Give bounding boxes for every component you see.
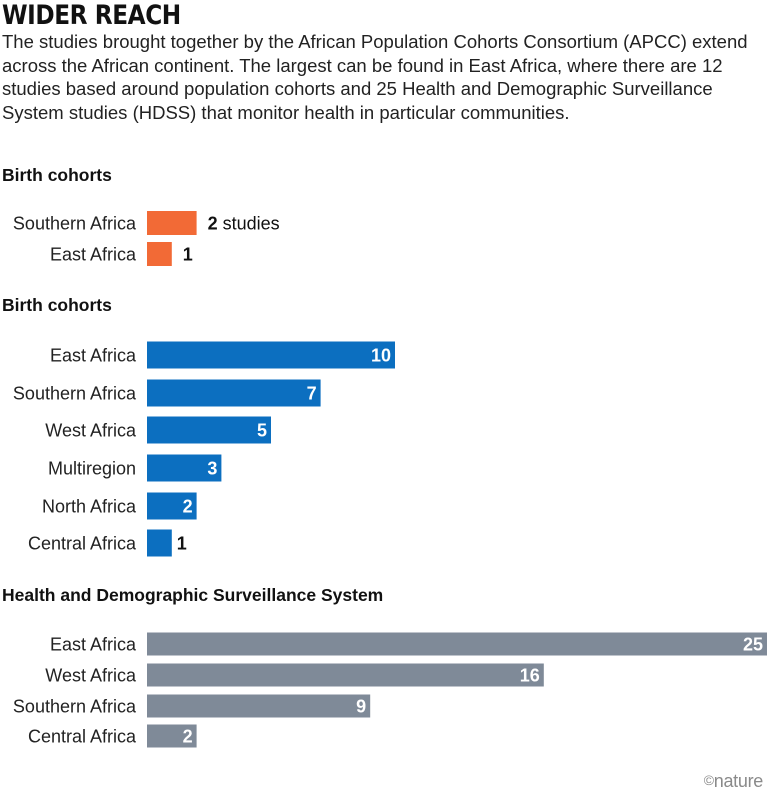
bar	[147, 242, 172, 266]
data-label: 2	[183, 497, 193, 517]
copyright-symbol: ©	[703, 772, 714, 788]
bar	[147, 492, 197, 520]
chart-subtitle: The studies brought together by the Afri…	[2, 31, 748, 123]
category-label: Central Africa	[28, 534, 137, 554]
bar	[147, 724, 197, 748]
category-label: Central Africa	[28, 727, 137, 747]
data-label: 3	[207, 459, 217, 479]
category-label: Southern Africa	[13, 214, 137, 234]
category-label: Multiregion	[48, 459, 136, 479]
data-label: 2	[183, 727, 193, 747]
bar	[147, 663, 544, 687]
bar	[147, 379, 321, 407]
data-label: 10	[371, 346, 391, 366]
bar	[147, 694, 371, 718]
data-label: 1	[183, 245, 193, 265]
category-label: North Africa	[42, 497, 137, 517]
category-label: East Africa	[50, 635, 137, 655]
data-label: 25	[743, 635, 763, 655]
category-label: West Africa	[45, 421, 137, 441]
category-label: East Africa	[50, 245, 137, 265]
bar	[147, 529, 172, 557]
bar	[147, 211, 197, 235]
bar	[147, 632, 767, 656]
data-label: 7	[307, 384, 317, 404]
data-label: 5	[257, 421, 267, 441]
category-label: Southern Africa	[13, 384, 137, 404]
chart-3-title: Health and Demographic Surveillance Syst…	[2, 585, 383, 605]
data-label: 2 studies	[208, 214, 280, 234]
category-label: East Africa	[50, 346, 137, 366]
bar	[147, 416, 271, 444]
bar	[147, 454, 222, 482]
data-label: 1	[177, 534, 187, 554]
data-label: 9	[356, 697, 366, 717]
bar	[147, 341, 395, 369]
chart-1-title: Birth cohorts	[2, 165, 112, 185]
category-label: Southern Africa	[13, 697, 137, 717]
category-label: West Africa	[45, 666, 137, 686]
credit-text: nature	[713, 771, 764, 791]
data-label: 16	[520, 666, 540, 686]
chart-2-title: Birth cohorts	[2, 295, 112, 315]
page-title: WIDER REACH	[2, 0, 181, 31]
nature-credit: ©nature	[703, 771, 764, 792]
